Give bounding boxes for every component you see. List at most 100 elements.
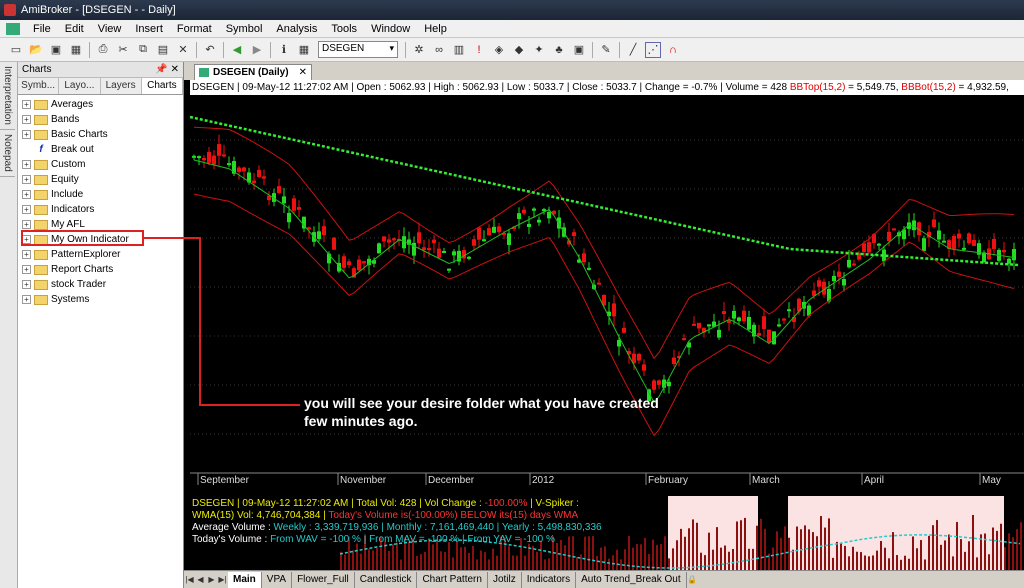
volume-bar xyxy=(392,544,394,570)
tree-item[interactable]: + Equity xyxy=(18,172,183,187)
new-icon[interactable]: ▭ xyxy=(10,44,22,56)
lock-icon[interactable]: 🔒 xyxy=(687,575,698,584)
box-icon[interactable]: ▣ xyxy=(573,44,585,56)
tree-item[interactable]: + Report Charts xyxy=(18,262,183,277)
tab-interpretation[interactable]: Interpretation xyxy=(0,62,15,130)
expand-icon[interactable]: + xyxy=(22,115,31,124)
expand-icon[interactable]: + xyxy=(22,265,31,274)
doc-icon[interactable] xyxy=(6,22,20,35)
gear-icon[interactable]: ✲ xyxy=(414,44,424,56)
menu-format[interactable]: Format xyxy=(176,22,212,35)
expand-icon[interactable]: + xyxy=(22,160,31,169)
menu-edit[interactable]: Edit xyxy=(64,22,84,35)
price-chart[interactable]: September November December 2012 February Mar… xyxy=(190,95,1024,485)
analysis-icon[interactable]: ◈ xyxy=(494,44,504,56)
tab-layouts[interactable]: Layo... xyxy=(59,78,101,94)
expand-icon[interactable]: + xyxy=(22,250,31,259)
expand-icon[interactable]: + xyxy=(22,175,31,184)
tree-item[interactable]: + My AFL xyxy=(18,217,183,232)
sheet-vpa[interactable]: VPA xyxy=(262,571,293,588)
tab-layers[interactable]: Layers xyxy=(101,78,142,94)
menu-insert[interactable]: Insert xyxy=(135,22,163,35)
expand-icon[interactable]: + xyxy=(22,280,31,289)
undo-icon[interactable]: ↶ xyxy=(205,44,215,56)
back-icon[interactable]: ◀ xyxy=(232,44,242,56)
candle-body xyxy=(887,231,891,242)
first-sheet-icon[interactable]: |◀ xyxy=(185,575,194,584)
menu-help[interactable]: Help xyxy=(424,22,447,35)
dashed-line-icon[interactable]: ⋰ xyxy=(645,41,661,58)
tree-item[interactable]: + Include xyxy=(18,187,183,202)
expand-icon[interactable]: + xyxy=(22,130,31,139)
volume-bar xyxy=(964,551,966,570)
sheet-chart-pattern[interactable]: Chart Pattern xyxy=(417,571,488,588)
expand-icon[interactable]: + xyxy=(22,100,31,109)
next-sheet-icon[interactable]: ▶ xyxy=(208,575,215,584)
tree-item[interactable]: + PatternExplorer xyxy=(18,247,183,262)
info-icon[interactable]: ℹ xyxy=(281,44,287,56)
tree-item[interactable]: + Basic Charts xyxy=(18,127,183,142)
candle-body xyxy=(907,222,911,229)
pen-icon[interactable]: ✎ xyxy=(601,44,611,56)
volume-bar xyxy=(372,550,374,570)
paste-icon[interactable]: ▤ xyxy=(157,44,169,56)
line-tool-icon[interactable]: ╱ xyxy=(629,44,637,56)
volume-bar xyxy=(904,555,906,570)
print-icon[interactable]: ⎙ xyxy=(98,43,108,55)
delete-icon[interactable]: ✕ xyxy=(178,44,188,56)
expand-icon[interactable]: + xyxy=(22,205,31,214)
sheet-candlestick[interactable]: Candlestick xyxy=(355,571,418,588)
volume-bar xyxy=(984,533,986,570)
glasses-icon[interactable]: ∞ xyxy=(435,43,443,56)
prev-sheet-icon[interactable]: ◀ xyxy=(197,575,204,584)
sheet-jotilz[interactable]: Jotilz xyxy=(488,571,522,588)
expand-icon[interactable]: + xyxy=(22,220,31,229)
wand-icon[interactable]: ✦ xyxy=(534,44,544,56)
tree-item[interactable]: + Custom xyxy=(18,157,183,172)
panel-controls[interactable]: 📌 ✕ xyxy=(155,64,179,75)
tree-icon[interactable]: ♣ xyxy=(555,43,563,56)
tree-item[interactable]: + stock Trader xyxy=(18,277,183,292)
symbol-select[interactable]: DSEGEN xyxy=(318,41,398,58)
chart-icon[interactable]: ▥ xyxy=(453,44,465,56)
cut-icon[interactable]: ✂ xyxy=(118,44,128,56)
menu-tools[interactable]: Tools xyxy=(331,22,358,35)
close-icon[interactable]: ✕ xyxy=(298,67,307,78)
tree-item[interactable]: + Indicators xyxy=(18,202,183,217)
menu-view[interactable]: View xyxy=(97,22,122,35)
menu-window[interactable]: Window xyxy=(371,22,411,35)
volume-indicator-chart[interactable] xyxy=(190,496,1024,570)
forward-icon[interactable]: ▶ xyxy=(252,44,262,56)
sheet-flower[interactable]: Flower_Full xyxy=(292,571,355,588)
last-sheet-icon[interactable]: ▶| xyxy=(218,575,227,584)
tree-item[interactable]: + Systems xyxy=(18,292,183,307)
menu-analysis[interactable]: Analysis xyxy=(276,22,318,35)
grid-icon[interactable]: ▦ xyxy=(70,44,82,56)
tab-symbols[interactable]: Symb... xyxy=(18,78,60,94)
x-axis-label: November xyxy=(340,475,387,485)
expand-icon[interactable]: + xyxy=(22,190,31,199)
tab-charts[interactable]: Charts xyxy=(141,78,183,94)
sheet-auto-trend[interactable]: Auto Trend_Break Out xyxy=(576,571,687,588)
sheet-indicators[interactable]: Indicators xyxy=(522,571,577,588)
tree-item[interactable]: + Bands xyxy=(18,112,183,127)
cube-icon[interactable]: ◆ xyxy=(514,44,524,56)
volume-bar xyxy=(820,516,822,570)
alert-icon[interactable]: ! xyxy=(477,43,481,56)
magnet-icon[interactable]: ∩ xyxy=(669,43,677,56)
copy-icon[interactable]: ⧉ xyxy=(139,43,147,55)
open-icon[interactable]: 📂 xyxy=(29,44,43,56)
tree-item[interactable]: + Averages xyxy=(18,97,183,112)
menu-file[interactable]: File xyxy=(33,22,51,35)
tab-dsegen-daily[interactable]: DSEGEN (Daily) ✕ xyxy=(194,64,312,80)
candle-body xyxy=(417,232,421,244)
menu-symbol[interactable]: Symbol xyxy=(225,22,263,35)
volume-bar xyxy=(920,540,922,570)
candle-body xyxy=(587,267,591,270)
calendar-icon[interactable]: ▦ xyxy=(298,44,310,56)
tab-notepad[interactable]: Notepad xyxy=(0,130,15,177)
expand-icon[interactable]: + xyxy=(22,295,31,304)
sheet-main[interactable]: Main xyxy=(228,571,262,588)
save-icon[interactable]: ▣ xyxy=(50,44,62,56)
